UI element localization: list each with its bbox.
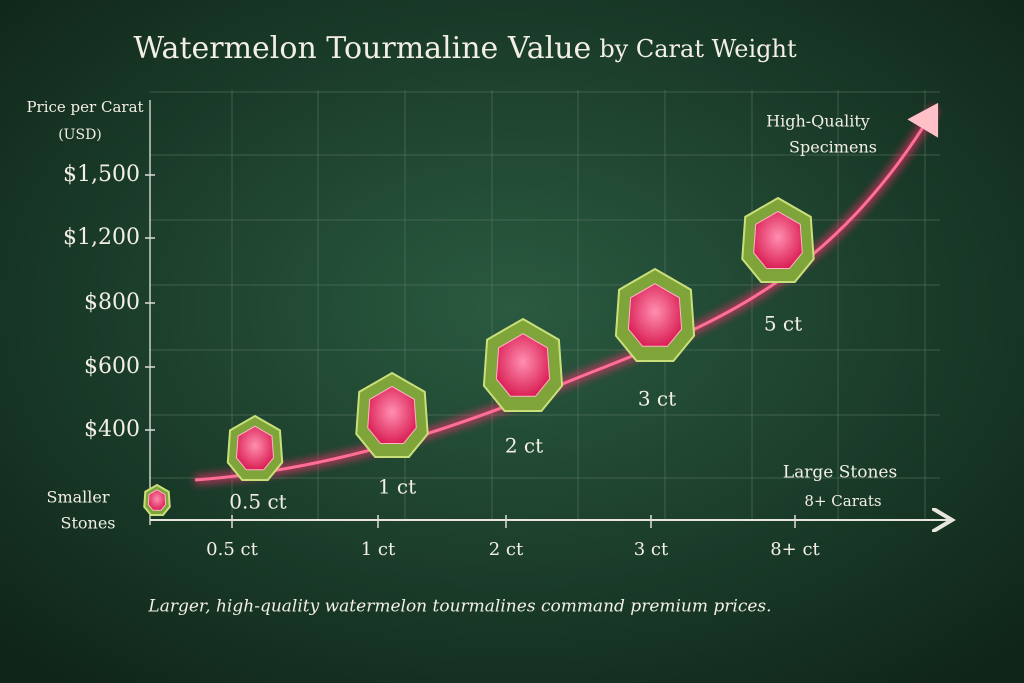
- x-tick-label: 2 ct: [489, 539, 524, 560]
- gem-inner: [367, 385, 417, 445]
- gem-label: 0.5 ct: [229, 490, 286, 514]
- y-tick-label: $1,200: [63, 225, 140, 250]
- footer: Larger, high-quality watermelon tourmali…: [147, 597, 771, 617]
- y-tick-label: $600: [84, 354, 140, 379]
- annotation: Stones: [60, 514, 115, 533]
- annotation: Specimens: [789, 138, 877, 157]
- x-tick-label: 1 ct: [361, 539, 396, 560]
- gem-label: 2 ct: [505, 434, 543, 458]
- title-suffix: by Carat Weight: [599, 35, 797, 63]
- gem-label: 3 ct: [638, 387, 676, 411]
- y-tick-label: $1,500: [63, 162, 140, 187]
- trend-line: [194, 102, 939, 482]
- annotation: Large Stones: [783, 463, 897, 483]
- x-tick-label: 3 ct: [634, 539, 669, 560]
- gem-inner: [495, 333, 551, 397]
- x-tick-label: 0.5 ct: [206, 539, 258, 560]
- title: Watermelon Tourmaline Value by Carat Weig…: [133, 31, 797, 66]
- gems: [143, 196, 815, 516]
- annotation: Smaller: [46, 488, 109, 507]
- y-tick-label: $800: [84, 290, 140, 315]
- x-tick-label: 8+ ct: [770, 539, 820, 560]
- annotation: 8+ Carats: [804, 492, 881, 510]
- gem-label: 5 ct: [764, 312, 802, 336]
- gem-inner: [235, 425, 275, 471]
- gem-inner: [753, 210, 803, 270]
- y-tick-label: $400: [84, 417, 140, 442]
- gem-label: 1 ct: [378, 475, 416, 499]
- annotation: High-Quality: [766, 112, 870, 131]
- gem-inner: [627, 283, 683, 347]
- title-main: Watermelon Tourmaline Value: [133, 31, 591, 66]
- y-axis-label: Price per Carat: [26, 98, 143, 116]
- gem-inner: [147, 489, 167, 511]
- y-axis-unit: (USD): [58, 127, 102, 143]
